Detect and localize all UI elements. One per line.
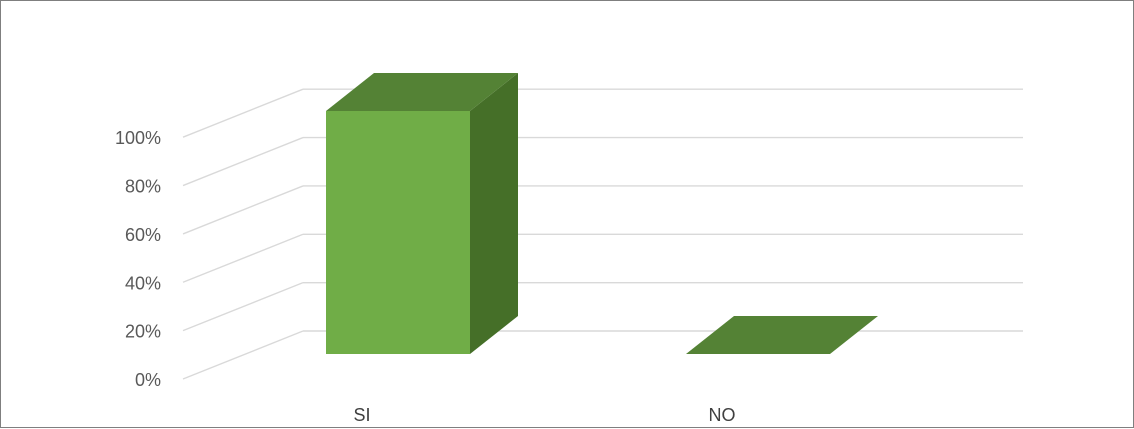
bar-front-si (326, 111, 470, 354)
gridline-diagonal (182, 233, 304, 283)
bar-top-si (326, 73, 518, 111)
x-category-label: NO (709, 405, 736, 425)
y-tick-label: 40% (125, 273, 161, 293)
x-category-label: SI (353, 405, 370, 425)
gridline-diagonal (182, 136, 304, 187)
gridline-diagonal (182, 281, 304, 332)
bar-side-si (470, 73, 518, 354)
y-tick-label: 60% (125, 225, 161, 245)
gridline-diagonal (182, 185, 304, 235)
y-tick-label: 80% (125, 177, 161, 197)
gridline-diagonal (182, 88, 304, 138)
y-tick-label: 0% (135, 370, 161, 390)
gridline-diagonal (182, 330, 304, 380)
y-tick-label: 100% (115, 128, 161, 148)
y-tick-label: 20% (125, 322, 161, 342)
bar-top-no (686, 316, 878, 354)
